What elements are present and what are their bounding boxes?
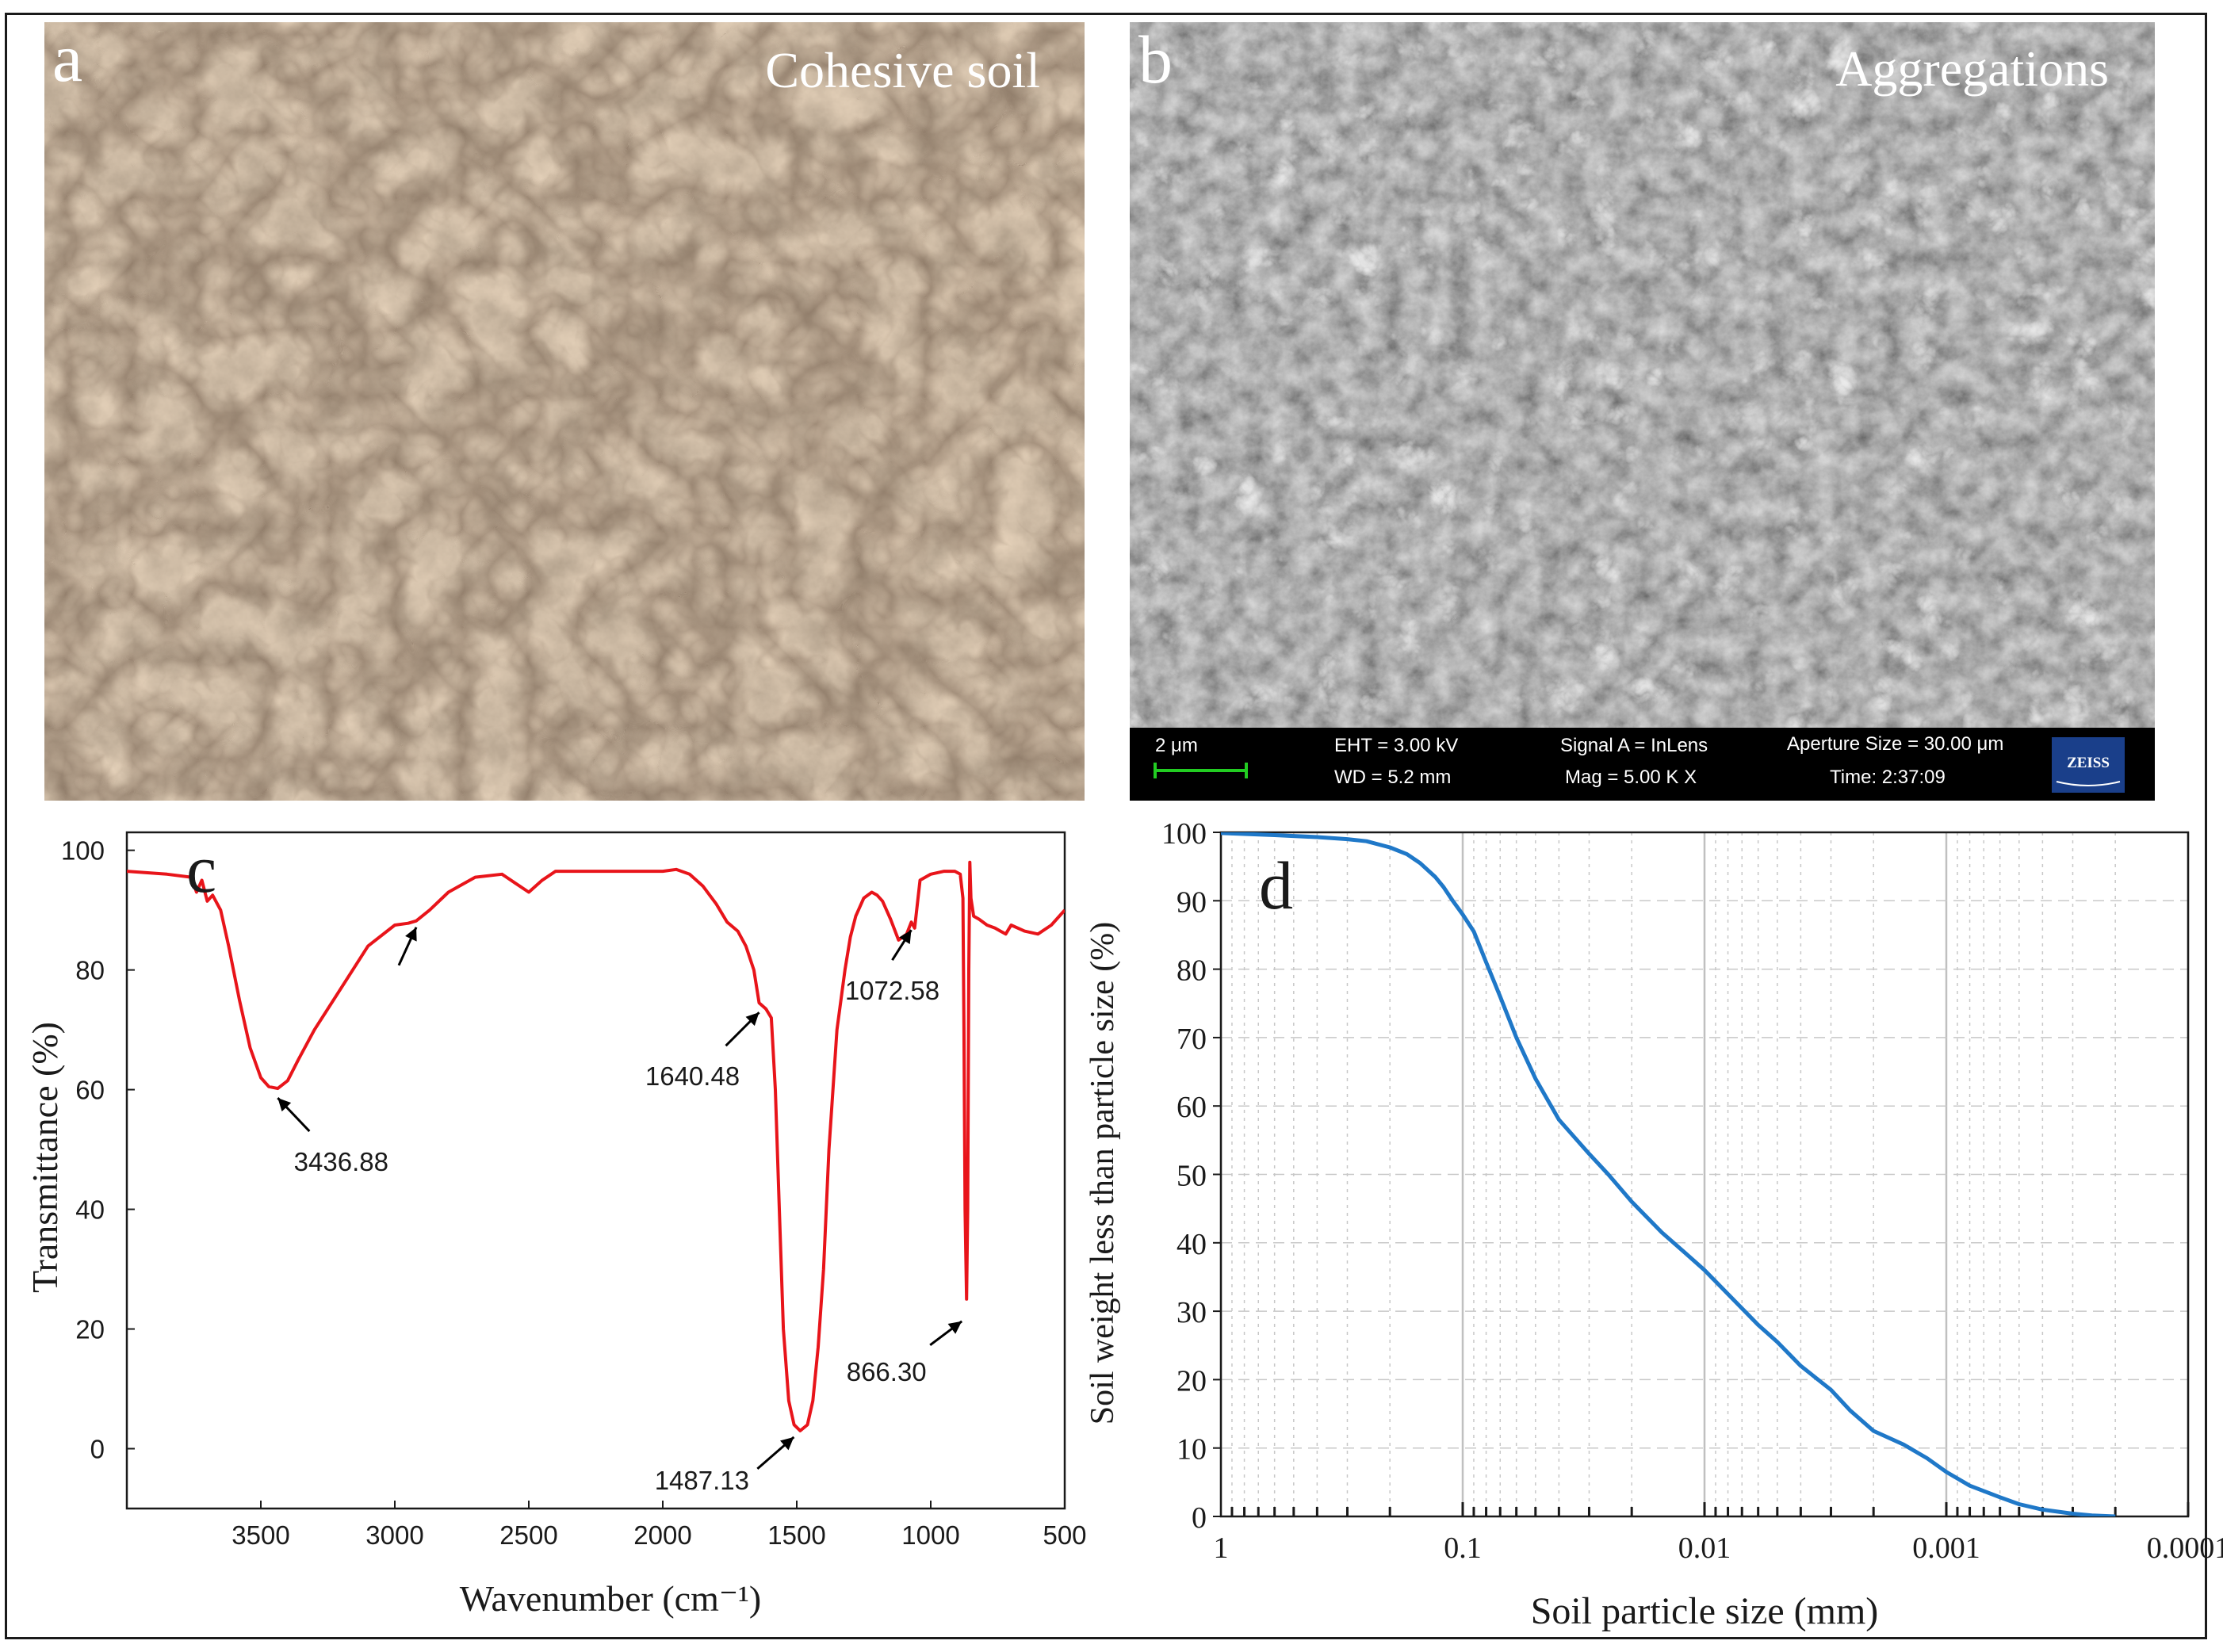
- psd-x-tick-label: 0.01: [1678, 1532, 1731, 1565]
- figure-frame: [5, 13, 2207, 1639]
- ftir-annotation-label: 1487.13: [655, 1466, 749, 1495]
- soil-photo-panel: a Cohesive soil: [44, 20, 1085, 801]
- sem-mag: Mag = 5.00 K X: [1565, 767, 1697, 788]
- psd-y-tick-label: 10: [1177, 1433, 1207, 1467]
- psd-y-tick-label: 0: [1192, 1501, 1207, 1535]
- psd-y-tick-label: 40: [1177, 1228, 1207, 1261]
- ftir-ticks: 3500 3000 2500 2000 1500 1000 500 0 20 40 60 80 100: [61, 836, 1087, 1550]
- ftir-x-axis-label: Wavenumber (cm⁻¹): [460, 1578, 762, 1619]
- psd-y-tick-label: 100: [1161, 817, 1207, 851]
- psd-series-line: [1221, 832, 2116, 1516]
- ftir-y-tick-label: 60: [75, 1076, 105, 1105]
- psd-y-tick-label: 30: [1177, 1296, 1207, 1329]
- psd-x-tick-label: 0.1: [1444, 1532, 1482, 1565]
- psd-x-tick-label: 0.001: [1912, 1532, 1980, 1565]
- sem-aperture: Aperture Size = 30.00 μm: [1787, 733, 2003, 755]
- ftir-x-tick-label: 1000: [901, 1520, 959, 1550]
- sem-image-panel: b Aggregations 2 μm EHT = 3.00 kV WD = 5…: [1130, 21, 2155, 801]
- psd-y-tick-label: 50: [1177, 1160, 1207, 1193]
- psd-y-tick-label: 20: [1177, 1364, 1207, 1398]
- ftir-x-tick-label: 2500: [499, 1520, 557, 1550]
- ftir-y-tick-label: 40: [75, 1195, 105, 1225]
- ftir-annotation-arrowhead: [947, 1321, 962, 1334]
- psd-x-axis-label: Soil particle size (mm): [1531, 1590, 1879, 1632]
- ftir-annotation-label: 3436.88: [294, 1147, 388, 1176]
- ftir-chart: 3500 3000 2500 2000 1500 1000 500020406080100 …: [25, 831, 1087, 1619]
- ftir-series-line: [127, 860, 1065, 1432]
- ftir-y-tick-label: 100: [61, 836, 105, 866]
- psd-ticks: 0 10 20 30 40 50 60 70 80 90 100 1 0.1 0.01 0.001 0.000…: [1161, 817, 2223, 1565]
- psd-y-tick-label: 80: [1177, 954, 1207, 988]
- ftir-x-tick-label: 2000: [633, 1520, 691, 1550]
- panel-a-letter: a: [52, 20, 82, 96]
- ftir-x-tick-label: 3500: [231, 1520, 289, 1550]
- sem-signal: Signal A = InLens: [1560, 735, 1708, 756]
- particle-size-chart: 0 10 20 30 40 50 60 70 80 90 100 1 0.1 0.01 0.001 0.000…: [1085, 817, 2223, 1632]
- soil-photo-cracks: [44, 22, 1085, 801]
- sem-eht: EHT = 3.00 kV: [1334, 735, 1458, 756]
- psd-y-tick-label: 60: [1177, 1091, 1207, 1124]
- zeiss-logo: ZEISS: [2052, 737, 2125, 793]
- sem-image-edges: [1130, 22, 2155, 728]
- ftir-annotation-arrowhead: [899, 930, 912, 945]
- ftir-plot-area: [125, 831, 1066, 1510]
- psd-y-axis-label: Soil weight less than particle size (%): [1085, 922, 1121, 1425]
- psd-y-tick-label: 90: [1177, 885, 1207, 919]
- psd-x-tick-label: 1: [1214, 1532, 1229, 1565]
- ftir-x-tick-label: 500: [1043, 1520, 1086, 1550]
- ftir-annotation-label: 866.30: [847, 1357, 927, 1386]
- ftir-y-tick-label: 20: [75, 1315, 105, 1344]
- psd-y-tick-label: 70: [1177, 1023, 1207, 1056]
- ftir-annotation-label: 1072.58: [845, 976, 939, 1005]
- psd-x-tick-label: 0.0001: [2147, 1532, 2223, 1565]
- ftir-y-tick-label: 80: [75, 956, 105, 985]
- panel-b-label: Aggregations: [1835, 40, 2109, 97]
- sem-info-bar: [1130, 728, 2155, 801]
- sem-scale-bar: [1154, 763, 1248, 778]
- ftir-annotation-arrowhead: [780, 1436, 794, 1451]
- sem-wd: WD = 5.2 mm: [1334, 767, 1451, 788]
- panel-d-letter: d: [1259, 847, 1293, 924]
- sem-time: Time: 2:37:09: [1830, 767, 1946, 788]
- ftir-annotation-arrowhead: [745, 1012, 759, 1027]
- psd-grid: [1219, 832, 2190, 1516]
- ftir-x-tick-label: 1500: [767, 1520, 825, 1550]
- panel-a-label: Cohesive soil: [765, 42, 1040, 98]
- panel-b-letter: b: [1138, 21, 1173, 98]
- panel-c-letter: c: [186, 831, 216, 907]
- ftir-annotations: 3436.88 1640.48 1487.13 1072.58 866.30: [277, 927, 963, 1495]
- zeiss-logo-text: ZEISS: [2067, 755, 2110, 771]
- ftir-x-tick-label: 3000: [365, 1520, 423, 1550]
- ftir-annotation-label: 1640.48: [645, 1061, 740, 1091]
- ftir-y-tick-label: 0: [90, 1435, 105, 1464]
- ftir-annotation-arrowhead: [277, 1098, 292, 1112]
- ftir-y-axis-label: Transmittance (%): [25, 1022, 65, 1293]
- sem-scale-label: 2 μm: [1155, 735, 1198, 756]
- ftir-annotation-arrowhead: [405, 927, 417, 942]
